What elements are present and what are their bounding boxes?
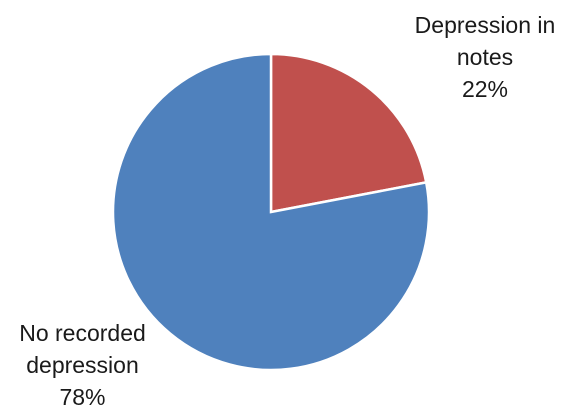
slice-value-label: 22% bbox=[461, 76, 509, 102]
slice-label-depression-in-notes: Depression in notes 22% bbox=[405, 9, 565, 105]
pie-slice-depression-in-notes bbox=[269, 52, 428, 214]
pie-slices bbox=[111, 52, 431, 372]
slice-value-label: 78% bbox=[59, 384, 106, 410]
slice-label-no-recorded-depression: No recorded depression 78% bbox=[0, 317, 165, 413]
slice-label-line: Depression in bbox=[414, 12, 556, 38]
slice-label-line: depression bbox=[26, 352, 139, 378]
slice-label-line: No recorded bbox=[19, 320, 146, 346]
pie-slice-no-recorded-depression bbox=[111, 52, 431, 372]
slice-label-line: notes bbox=[456, 44, 514, 70]
